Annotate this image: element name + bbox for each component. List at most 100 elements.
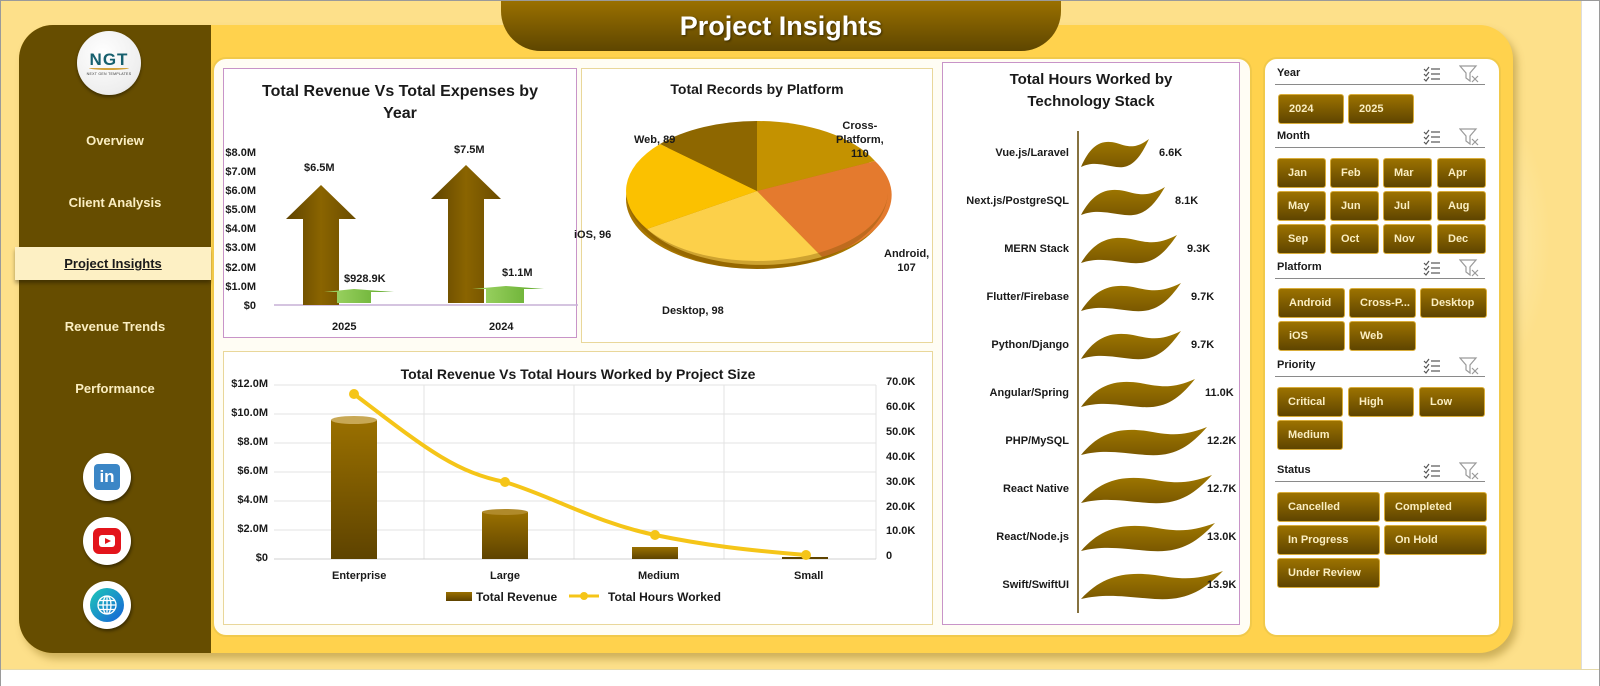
clear-filter-icon[interactable] xyxy=(1459,259,1479,277)
clear-filter-icon[interactable] xyxy=(1459,462,1479,480)
y-tick: 60.0K xyxy=(886,400,916,413)
y-tick: $4.0M xyxy=(237,494,268,506)
chart-title: Total Revenue Vs Total Hours Worked by P… xyxy=(400,366,756,382)
slicer-chip-month-jul[interactable]: Jul xyxy=(1383,191,1432,221)
clear-filter-icon[interactable] xyxy=(1459,357,1479,375)
chip-label: Critical xyxy=(1288,396,1326,408)
slicer-chip-status-cancelled[interactable]: Cancelled xyxy=(1277,492,1380,522)
slicer-chip-status-completed[interactable]: Completed xyxy=(1384,492,1487,522)
y-tick: 40.0K xyxy=(886,450,916,463)
slicer-chip-month-apr[interactable]: Apr xyxy=(1437,158,1486,188)
slicer-chip-month-jan[interactable]: Jan xyxy=(1277,158,1326,188)
slicer-chip-month-oct[interactable]: Oct xyxy=(1330,224,1379,254)
linkedin-glyph: in xyxy=(99,467,115,486)
slicer-chip-status-in-progress[interactable]: In Progress xyxy=(1277,525,1380,555)
slicer-chip-month-feb[interactable]: Feb xyxy=(1330,158,1379,188)
chart-title: Total Revenue Vs Total Expenses by Year xyxy=(262,83,538,122)
y-tick: $10.0M xyxy=(231,407,268,419)
tech-label: Next.js/PostgreSQL xyxy=(966,195,1069,207)
website-button[interactable] xyxy=(83,581,131,629)
chip-label: Low xyxy=(1430,396,1452,408)
linkedin-icon: in xyxy=(94,464,120,490)
clear-filter-icon[interactable] xyxy=(1459,128,1479,146)
x-tick: Medium xyxy=(638,570,680,582)
slicer-chip-month-dec[interactable]: Dec xyxy=(1437,224,1486,254)
sidebar-item-performance[interactable]: Performance xyxy=(19,373,211,403)
chip-label: Jun xyxy=(1341,200,1361,212)
youtube-icon xyxy=(93,528,121,554)
slicer-chip-platform-android[interactable]: Android xyxy=(1278,288,1345,318)
y-tick: $3.0M xyxy=(225,242,256,255)
pie-label-cross-platform: Cross- Platform, 110 xyxy=(836,119,884,161)
slicer-chip-month-aug[interactable]: Aug xyxy=(1437,191,1486,221)
chart-hours-by-tech-stack[interactable]: Total Hours Worked by Technology Stack V… xyxy=(942,62,1240,625)
slicer-chip-platform-desktop[interactable]: Desktop xyxy=(1420,288,1487,318)
multi-select-icon[interactable] xyxy=(1423,129,1441,145)
slicer-chip-priority-high[interactable]: High xyxy=(1348,387,1414,417)
slicer-platform-header: Platform xyxy=(1275,259,1485,279)
legend-total-revenue: Total Revenue xyxy=(476,590,558,604)
multi-select-icon[interactable] xyxy=(1423,260,1441,276)
slicer-chip-status-on-hold[interactable]: On Hold xyxy=(1384,525,1487,555)
logo-swoosh-icon xyxy=(89,66,129,70)
combo-plot xyxy=(274,384,877,601)
pie-label-desktop: Desktop, 98 xyxy=(662,305,724,317)
chip-label: 2025 xyxy=(1359,103,1384,115)
chip-label: iOS xyxy=(1289,330,1308,342)
tech-label: React/Node.js xyxy=(996,531,1069,543)
chart-records-by-platform[interactable]: Total Records by Platform Web, 89 Cross-… xyxy=(574,68,933,343)
slicer-chip-year-2025[interactable]: 2025 xyxy=(1348,94,1414,124)
y-tick: $12.0M xyxy=(231,378,268,390)
slicer-chip-priority-medium[interactable]: Medium xyxy=(1277,420,1343,450)
multi-select-icon[interactable] xyxy=(1423,463,1441,479)
slicer-chip-platform-web[interactable]: Web xyxy=(1349,321,1416,351)
tech-label: PHP/MySQL xyxy=(1005,435,1069,447)
slicer-chip-month-sep[interactable]: Sep xyxy=(1277,224,1326,254)
y-tick: $2.0M xyxy=(225,261,256,274)
linkedin-button[interactable]: in xyxy=(83,453,131,501)
chart-revenue-vs-hours-by-size[interactable]: Total Revenue Vs Total Hours Worked by P… xyxy=(223,351,933,625)
tech-label: React Native xyxy=(1002,483,1069,495)
x-tick: Enterprise xyxy=(332,570,387,582)
slicer-chip-month-nov[interactable]: Nov xyxy=(1383,224,1432,254)
pie-label-android: Android, 107 xyxy=(884,247,929,275)
data-label: 12.2K xyxy=(1207,435,1237,447)
page-title: Project Insights xyxy=(679,10,883,41)
y-tick: $7.0M xyxy=(225,166,256,179)
tech-label: Python/Django xyxy=(991,339,1069,351)
slicer-chip-year-2024[interactable]: 2024 xyxy=(1278,94,1344,124)
slicer-chip-month-may[interactable]: May xyxy=(1277,191,1326,221)
pie-label-line: Cross- xyxy=(842,120,878,132)
slicer-chip-priority-low[interactable]: Low xyxy=(1419,387,1485,417)
slicer-chip-platform-cross-platform[interactable]: Cross-P... xyxy=(1349,288,1416,318)
slicer-year-header: Year xyxy=(1275,65,1485,85)
clear-filter-icon[interactable] xyxy=(1459,65,1479,83)
sidebar-item-revenue-trends[interactable]: Revenue Trends xyxy=(19,311,211,341)
multi-select-icon[interactable] xyxy=(1423,66,1441,82)
page-title-tab: Project Insights xyxy=(501,1,1061,51)
chip-label: Jan xyxy=(1288,167,1307,179)
slicer-title: Priority xyxy=(1277,359,1316,371)
sidebar-item-overview[interactable]: Overview xyxy=(19,125,211,155)
sidebar-item-client-analysis[interactable]: Client Analysis xyxy=(19,187,211,217)
slicer-chip-priority-critical[interactable]: Critical xyxy=(1277,387,1343,417)
data-label: $928.9K xyxy=(344,273,386,285)
sidebar-item-project-insights[interactable]: Project Insights xyxy=(15,247,211,280)
y-tick: $1.0M xyxy=(225,280,256,293)
youtube-button[interactable] xyxy=(83,517,131,565)
multi-select-icon[interactable] xyxy=(1423,358,1441,374)
y-tick: $0 xyxy=(255,552,268,564)
slicer-chip-month-mar[interactable]: Mar xyxy=(1383,158,1432,188)
slicer-chip-month-jun[interactable]: Jun xyxy=(1330,191,1379,221)
slicer-chip-platform-ios[interactable]: iOS xyxy=(1278,321,1345,351)
legend-total-hours: Total Hours Worked xyxy=(608,590,721,604)
y-tick: $6.0M xyxy=(237,465,268,477)
slicer-chip-status-under-review[interactable]: Under Review xyxy=(1277,558,1380,588)
chart-revenue-vs-expenses[interactable]: Total Revenue Vs Total Expenses by Year … xyxy=(223,68,578,338)
chip-label: Apr xyxy=(1448,167,1467,179)
y-tick: $0 xyxy=(243,299,256,312)
sidebar-item-label: Overview xyxy=(86,132,144,148)
tech-label: Flutter/Firebase xyxy=(986,291,1069,303)
pie-label-line: 110 xyxy=(850,148,869,160)
chip-label: May xyxy=(1288,200,1310,212)
